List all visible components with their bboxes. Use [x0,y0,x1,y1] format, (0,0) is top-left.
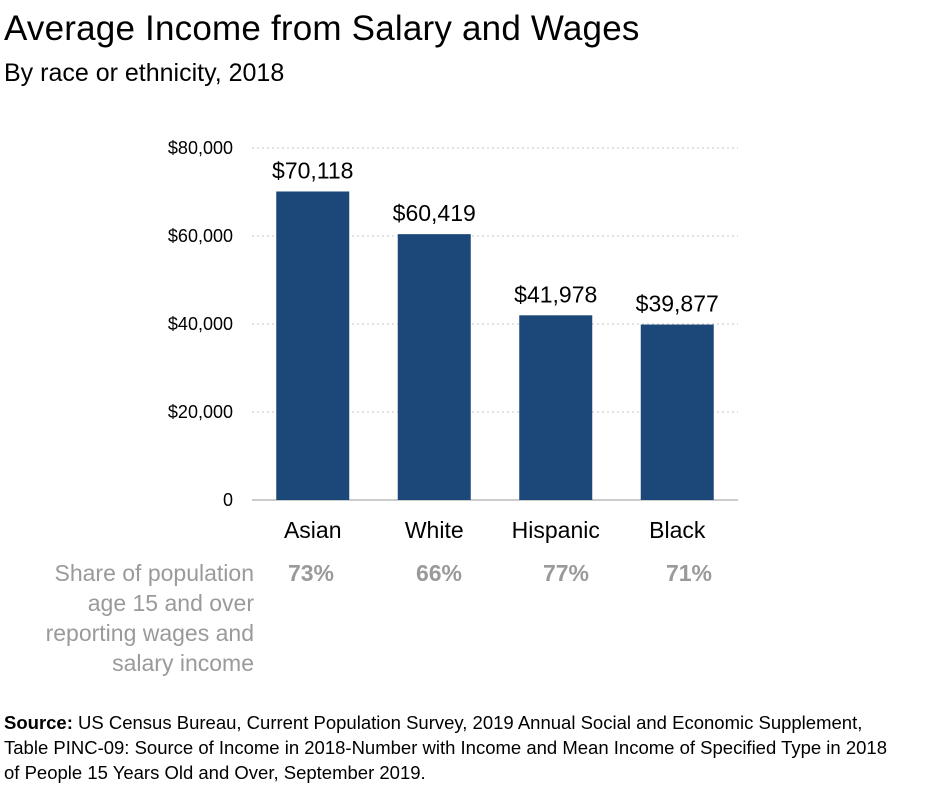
category-label-black: Black [649,517,706,543]
y-tick-label: $80,000 [168,138,233,158]
value-label-asian: $70,118 [272,157,353,183]
share-caption-line: reporting wages and [45,620,254,646]
chart-title: Average Income from Salary and Wages [4,9,640,48]
source-note: Source: US Census Bureau, Current Popula… [4,710,904,785]
share-value-hispanic: 77% [542,560,590,586]
bar-black [640,324,714,500]
category-label-asian: Asian [284,517,342,543]
y-tick-label: 0 [223,490,233,510]
share-value-white: 66% [415,560,463,586]
bar-hispanic [519,315,593,500]
bar-white [397,234,471,500]
share-value-black: 71% [665,560,713,586]
share-caption-line: salary income [112,650,254,676]
value-label-black: $39,877 [636,291,719,317]
share-caption-line: Share of population [54,560,255,586]
source-label: Source: [4,712,73,733]
y-tick-label: $60,000 [168,226,233,246]
y-tick-label: $40,000 [168,314,233,334]
share-caption-line: age 15 and over [87,590,254,616]
value-label-hispanic: $41,978 [514,281,597,307]
chart-subtitle: By race or ethnicity, 2018 [4,59,285,87]
share-caption: Share of population age 15 and over repo… [4,558,254,678]
category-label-white: White [405,517,464,543]
bar-chart: 0 $20,000 $40,000 $60,000 $80,000 $70,118 Asia… [168,138,738,543]
bar-asian [276,191,350,500]
category-label-hispanic: Hispanic [512,517,600,543]
y-tick-label: $20,000 [168,402,233,422]
share-value-asian: 73% [287,560,335,586]
value-label-white: $60,419 [393,200,476,226]
source-text: US Census Bureau, Current Population Sur… [4,712,888,783]
